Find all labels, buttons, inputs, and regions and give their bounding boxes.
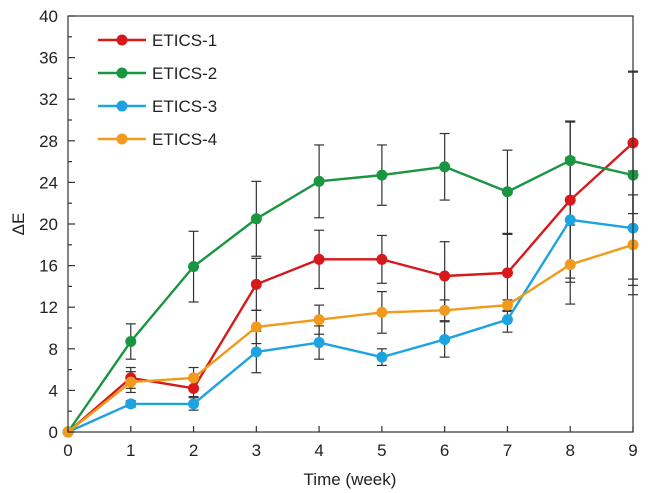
x-axis-label: Time (week) (304, 470, 397, 489)
legend-label: ETICS-2 (152, 64, 217, 83)
etics-2-point (188, 261, 200, 273)
legend-label: ETICS-1 (152, 31, 217, 50)
y-tick-label: 4 (49, 381, 58, 400)
etics-4-point (439, 304, 451, 316)
y-tick-label: 20 (39, 215, 58, 234)
x-tick-label: 5 (377, 441, 386, 460)
series-lines-layer (67, 141, 634, 434)
etics-3-point (501, 314, 513, 326)
y-tick-label: 24 (39, 173, 58, 192)
y-tick-label: 16 (39, 257, 58, 276)
etics-4-point (250, 321, 262, 333)
y-axis: 0 4 8 12 16 20 24 28 32 36 40 (39, 7, 75, 442)
etics-1-point (313, 253, 325, 265)
etics-2-point (125, 336, 137, 348)
etics-4-point (376, 306, 388, 318)
y-tick-label: 12 (39, 298, 58, 317)
legend-swatch-marker (116, 34, 128, 46)
etics-4-point (564, 259, 576, 271)
legend-swatch-marker (116, 133, 128, 145)
etics-2-line (67, 159, 634, 433)
legend-label: ETICS-3 (152, 97, 217, 116)
etics-4-point (501, 299, 513, 311)
etics-1-point (439, 270, 451, 282)
etics-2-point (376, 169, 388, 181)
legend-label: ETICS-4 (152, 130, 217, 149)
etics-3-point (564, 214, 576, 226)
etics-3-point (250, 346, 262, 358)
etics-4-point (125, 376, 137, 388)
etics-1-point (188, 382, 200, 394)
y-tick-label: 0 (49, 423, 58, 442)
y-axis-label: ΔE (9, 213, 28, 236)
x-tick-label: 6 (440, 441, 449, 460)
x-tick-label: 2 (189, 441, 198, 460)
etics-3-point (439, 333, 451, 345)
y-tick-label: 36 (39, 49, 58, 68)
legend-item-etics-2: ETICS-2 (98, 64, 217, 83)
etics-3-point (125, 398, 137, 410)
legend-item-etics-3: ETICS-3 (98, 97, 217, 116)
data-points-layer (62, 137, 639, 438)
legend-item-etics-1: ETICS-1 (98, 31, 217, 50)
x-tick-label: 3 (252, 441, 261, 460)
etics-4-line (67, 243, 634, 433)
x-tick-label: 8 (565, 441, 574, 460)
etics-3-point (376, 351, 388, 363)
legend: ETICS-1 ETICS-2 ETICS-3 ETICS-4 (98, 31, 217, 149)
etics-2-point (313, 175, 325, 187)
etics-1-point (564, 194, 576, 206)
etics-1-point (376, 253, 388, 265)
legend-item-etics-4: ETICS-4 (98, 130, 217, 149)
legend-swatch-marker (116, 100, 128, 112)
y-tick-label: 28 (39, 132, 58, 151)
etics-2-point (564, 155, 576, 167)
x-tick-label: 0 (63, 441, 72, 460)
etics-2-point (501, 186, 513, 198)
x-tick-label: 1 (126, 441, 135, 460)
y-tick-label: 8 (49, 340, 58, 359)
etics-2-point (250, 213, 262, 225)
etics-1-point (250, 278, 262, 290)
etics-3-line (67, 218, 634, 434)
x-axis: 0 1 2 3 4 5 6 7 8 9 (63, 426, 638, 460)
y-tick-label: 32 (39, 90, 58, 109)
x-tick-label: 7 (503, 441, 512, 460)
etics-1-line (67, 141, 634, 433)
etics-2-point (439, 161, 451, 173)
x-tick-label: 4 (314, 441, 323, 460)
legend-swatch-marker (116, 67, 128, 79)
etics-4-point (188, 372, 200, 384)
etics-3-point (313, 337, 325, 349)
y-tick-label: 40 (39, 7, 58, 26)
etics-1-point (501, 267, 513, 279)
etics-4-point (313, 314, 325, 326)
x-tick-label: 9 (628, 441, 637, 460)
etics-3-point (188, 398, 200, 410)
